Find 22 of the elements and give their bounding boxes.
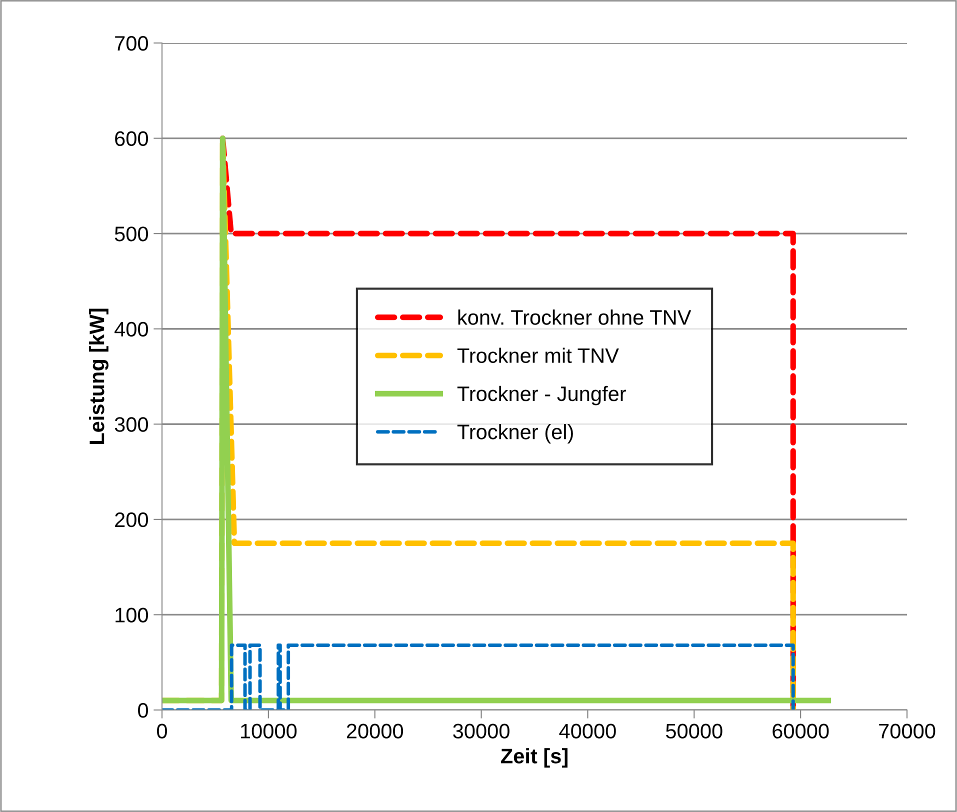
x-tick-label: 10000: [241, 724, 297, 738]
x-tick-label: 70000: [879, 724, 936, 738]
x-tick-label: 60000: [772, 724, 829, 738]
x-tick-label: 20000: [346, 724, 404, 738]
y-tick-label: 500: [114, 226, 148, 242]
y-tick-label: 200: [115, 512, 148, 528]
y-tick-label: 100: [116, 608, 148, 622]
legend-label: Trockner - Jungfer: [457, 386, 626, 406]
legend-label: Trockner mit TNV: [457, 348, 619, 364]
x-tick-label: 50000: [666, 724, 722, 738]
legend-label: konv. Trockner ohne TNV: [458, 310, 692, 325]
x-tick-label: 30000: [453, 724, 510, 738]
y-tick-label: 300: [114, 417, 148, 432]
y-tick-label: 600: [115, 131, 148, 146]
legend-label: Trockner (el): [457, 424, 573, 444]
x-tick-label: 0: [157, 724, 167, 738]
y-tick-label: 0: [138, 703, 148, 718]
y-tick-label: 700: [115, 36, 148, 51]
x-axis-title: Zeit [s]: [500, 748, 568, 768]
x-tick-label: 40000: [559, 724, 616, 738]
y-tick-label: 400: [114, 322, 148, 337]
y-axis-title: Leistung [kW]: [88, 308, 108, 444]
